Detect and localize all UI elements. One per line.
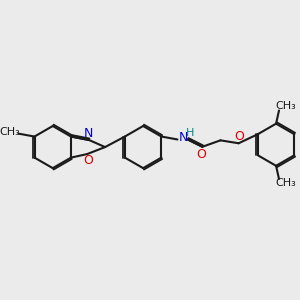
Text: H: H xyxy=(186,128,194,138)
Text: N: N xyxy=(84,127,94,140)
Text: O: O xyxy=(196,148,206,161)
Text: CH₃: CH₃ xyxy=(0,127,21,137)
Text: CH₃: CH₃ xyxy=(275,178,296,188)
Text: O: O xyxy=(84,154,94,167)
Text: O: O xyxy=(234,130,244,143)
Text: CH₃: CH₃ xyxy=(275,101,296,111)
Text: N: N xyxy=(179,130,189,144)
